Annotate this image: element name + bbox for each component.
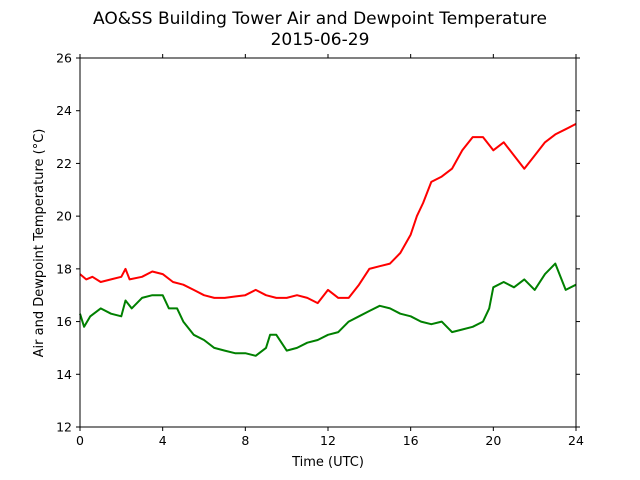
x-tick-label: 4 bbox=[159, 433, 167, 448]
y-tick-label: 20 bbox=[56, 209, 72, 224]
x-tick-label: 0 bbox=[76, 433, 84, 448]
y-tick-label: 24 bbox=[56, 103, 72, 118]
series-line-1 bbox=[79, 262, 577, 357]
y-axis-label: Air and Dewpoint Temperature (°C) bbox=[32, 129, 47, 358]
x-tick-label: 20 bbox=[485, 433, 501, 448]
y-tick-label: 14 bbox=[56, 367, 72, 382]
x-axis-label: Time (UTC) bbox=[291, 455, 364, 470]
series-layer bbox=[79, 123, 577, 357]
y-tick-label: 16 bbox=[56, 314, 72, 329]
y-tick-label: 22 bbox=[56, 156, 72, 171]
y-tick-label: 18 bbox=[56, 261, 72, 276]
series-line-0 bbox=[79, 123, 577, 305]
plot-frame bbox=[79, 57, 577, 428]
y-tick-label: 26 bbox=[56, 51, 72, 66]
chart-title: AO&SS Building Tower Air and Dewpoint Te… bbox=[93, 9, 547, 29]
x-tick-label: 12 bbox=[320, 433, 336, 448]
y-tick-label: 12 bbox=[56, 420, 72, 435]
axes-layer: 0 4 8 12 16 20 24 12 14 16 18 20 22 24 26 bbox=[56, 51, 584, 449]
chart-subtitle: 2015-06-29 bbox=[271, 30, 370, 50]
x-tick-label: 16 bbox=[403, 433, 419, 448]
x-tick-label: 8 bbox=[241, 433, 249, 448]
x-tick-label: 24 bbox=[568, 433, 584, 448]
